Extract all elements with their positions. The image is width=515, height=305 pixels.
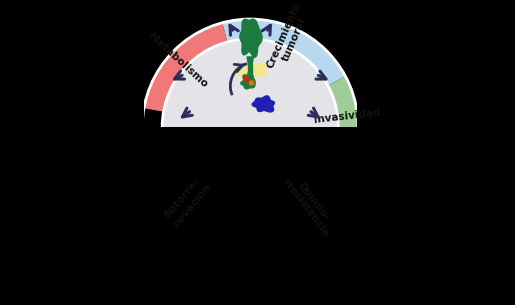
Polygon shape xyxy=(248,73,253,78)
Circle shape xyxy=(239,67,243,71)
Circle shape xyxy=(263,71,266,74)
Polygon shape xyxy=(247,57,253,65)
Circle shape xyxy=(252,72,255,76)
Circle shape xyxy=(258,67,262,71)
Circle shape xyxy=(258,71,262,74)
Circle shape xyxy=(260,71,264,74)
Circle shape xyxy=(256,71,260,74)
Circle shape xyxy=(263,64,266,67)
Circle shape xyxy=(239,64,243,67)
Circle shape xyxy=(241,72,245,76)
Circle shape xyxy=(260,64,264,67)
Circle shape xyxy=(245,71,249,74)
Text: Quimio-
rresistencia: Quimio- rresistencia xyxy=(280,170,340,239)
Circle shape xyxy=(250,72,253,76)
Text: Metabolismo: Metabolismo xyxy=(147,31,209,90)
Circle shape xyxy=(250,81,253,85)
FancyBboxPatch shape xyxy=(235,65,266,69)
Polygon shape xyxy=(240,19,262,57)
Circle shape xyxy=(236,71,240,74)
Polygon shape xyxy=(241,74,255,89)
Circle shape xyxy=(247,72,251,76)
Circle shape xyxy=(247,71,251,74)
Circle shape xyxy=(243,71,247,74)
Circle shape xyxy=(243,64,247,67)
FancyBboxPatch shape xyxy=(235,69,266,73)
Circle shape xyxy=(234,72,238,76)
Circle shape xyxy=(256,67,260,71)
Polygon shape xyxy=(144,23,228,112)
Circle shape xyxy=(236,64,240,67)
Circle shape xyxy=(260,67,264,71)
Circle shape xyxy=(234,64,238,67)
Circle shape xyxy=(244,77,248,81)
Circle shape xyxy=(258,72,262,76)
Circle shape xyxy=(243,67,247,71)
Circle shape xyxy=(239,72,243,76)
Circle shape xyxy=(260,72,264,76)
Circle shape xyxy=(241,67,245,71)
Circle shape xyxy=(236,67,240,71)
Circle shape xyxy=(263,72,266,76)
Circle shape xyxy=(241,64,245,67)
Circle shape xyxy=(258,64,262,67)
Circle shape xyxy=(250,67,253,71)
Polygon shape xyxy=(250,150,354,235)
Text: Autorre-
novacion: Autorre- novacion xyxy=(162,175,213,229)
Circle shape xyxy=(254,72,258,76)
Circle shape xyxy=(245,67,249,71)
Circle shape xyxy=(241,71,245,74)
Circle shape xyxy=(254,64,258,67)
Polygon shape xyxy=(144,142,250,235)
Circle shape xyxy=(263,67,266,71)
Circle shape xyxy=(245,64,249,67)
Circle shape xyxy=(250,71,253,74)
Circle shape xyxy=(236,72,240,76)
Circle shape xyxy=(256,72,260,76)
Circle shape xyxy=(247,67,251,71)
Circle shape xyxy=(234,71,238,74)
Polygon shape xyxy=(252,96,274,112)
Circle shape xyxy=(252,67,255,71)
Polygon shape xyxy=(328,76,358,155)
Circle shape xyxy=(254,71,258,74)
Circle shape xyxy=(245,72,249,76)
Circle shape xyxy=(234,67,238,71)
Circle shape xyxy=(162,39,338,215)
Circle shape xyxy=(247,64,251,67)
Circle shape xyxy=(256,64,260,67)
Text: Invasividad: Invasividad xyxy=(314,107,382,125)
Circle shape xyxy=(239,71,243,74)
Circle shape xyxy=(252,64,255,67)
Text: Crecimiento
tumoral: Crecimiento tumoral xyxy=(265,0,313,74)
Polygon shape xyxy=(222,19,346,86)
Polygon shape xyxy=(248,65,252,73)
Circle shape xyxy=(243,72,247,76)
Circle shape xyxy=(254,67,258,71)
Circle shape xyxy=(252,71,255,74)
Circle shape xyxy=(250,64,253,67)
